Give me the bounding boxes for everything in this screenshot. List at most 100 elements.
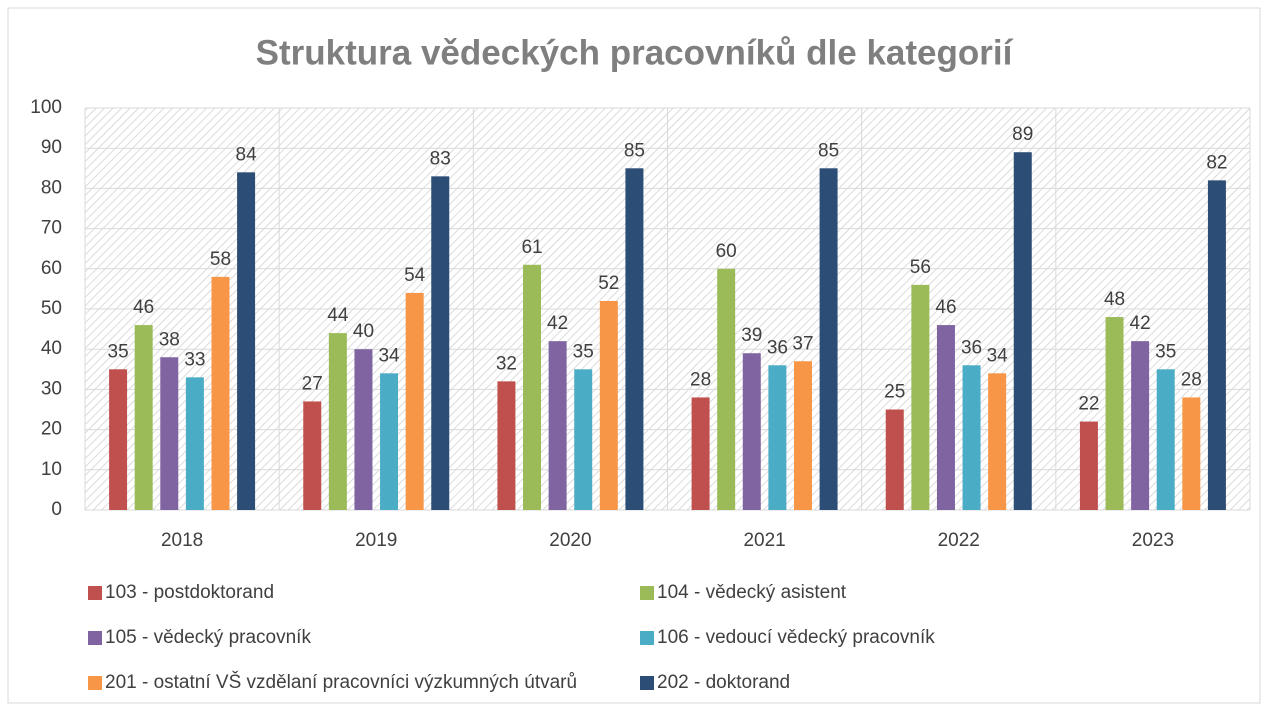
bar bbox=[1079, 421, 1098, 510]
data-label: 58 bbox=[210, 249, 231, 270]
data-label: 89 bbox=[1012, 124, 1033, 145]
bar bbox=[1105, 317, 1124, 510]
data-label: 52 bbox=[598, 273, 619, 294]
bar bbox=[431, 176, 450, 510]
bar bbox=[497, 381, 516, 510]
data-label: 61 bbox=[521, 237, 542, 258]
data-label: 34 bbox=[378, 345, 400, 366]
legend-swatch bbox=[640, 676, 654, 690]
x-tick-label: 2022 bbox=[938, 530, 980, 551]
legend-label: 202 - doktorand bbox=[657, 672, 790, 693]
data-label: 85 bbox=[624, 140, 645, 161]
y-tick-label: 60 bbox=[41, 258, 62, 279]
data-label: 25 bbox=[884, 382, 905, 403]
legend-label: 106 - vedoucí vědecký pracovník bbox=[657, 627, 935, 648]
bar bbox=[1207, 180, 1226, 511]
data-label: 46 bbox=[935, 297, 956, 318]
bar bbox=[911, 284, 930, 510]
data-label: 22 bbox=[1078, 394, 1099, 415]
bar bbox=[211, 276, 230, 510]
bar bbox=[988, 373, 1007, 510]
bar bbox=[1013, 152, 1032, 510]
y-tick-label: 80 bbox=[41, 177, 62, 198]
legend-swatch bbox=[640, 631, 654, 645]
x-tick-label: 2021 bbox=[743, 530, 785, 551]
bar bbox=[237, 172, 256, 510]
data-label: 35 bbox=[1155, 341, 1176, 362]
bar bbox=[885, 409, 904, 510]
data-label: 48 bbox=[1104, 289, 1125, 310]
bar bbox=[523, 264, 542, 510]
bar bbox=[574, 369, 593, 510]
legend-label: 104 - vědecký asistent bbox=[657, 582, 847, 603]
legend-swatch bbox=[88, 631, 102, 645]
y-tick-label: 30 bbox=[41, 378, 62, 399]
data-label: 35 bbox=[573, 341, 594, 362]
bar bbox=[936, 325, 955, 510]
data-label: 34 bbox=[987, 345, 1009, 366]
bar bbox=[1182, 397, 1201, 510]
data-label: 39 bbox=[741, 325, 762, 346]
data-label: 36 bbox=[961, 337, 982, 358]
y-tick-label: 0 bbox=[51, 499, 62, 520]
data-label: 85 bbox=[818, 140, 839, 161]
data-label: 36 bbox=[767, 337, 788, 358]
data-label: 35 bbox=[108, 341, 129, 362]
bar bbox=[185, 377, 204, 510]
data-label: 33 bbox=[184, 349, 205, 370]
bar bbox=[328, 333, 347, 510]
bar bbox=[1131, 341, 1150, 510]
legend-swatch bbox=[88, 586, 102, 600]
data-label: 42 bbox=[547, 313, 568, 334]
data-label: 27 bbox=[302, 373, 323, 394]
x-tick-label: 2020 bbox=[549, 530, 591, 551]
bar bbox=[380, 373, 399, 510]
y-tick-label: 50 bbox=[41, 298, 62, 319]
bar bbox=[691, 397, 710, 510]
bar bbox=[625, 168, 644, 511]
bar bbox=[405, 292, 424, 510]
bar bbox=[548, 341, 567, 510]
data-label: 82 bbox=[1206, 152, 1227, 173]
data-label: 60 bbox=[716, 241, 737, 262]
bar bbox=[599, 300, 618, 510]
data-label: 46 bbox=[133, 297, 154, 318]
data-label: 38 bbox=[159, 329, 180, 350]
bar bbox=[109, 369, 128, 510]
y-tick-label: 90 bbox=[41, 137, 62, 158]
bar bbox=[160, 357, 179, 510]
x-tick-label: 2018 bbox=[161, 530, 203, 551]
data-label: 84 bbox=[236, 144, 258, 165]
data-label: 42 bbox=[1130, 313, 1151, 334]
data-label: 40 bbox=[353, 321, 374, 342]
bar bbox=[717, 268, 736, 510]
legend-label: 103 - postdoktorand bbox=[105, 582, 274, 603]
bar bbox=[134, 325, 153, 510]
legend-swatch bbox=[640, 586, 654, 600]
y-tick-label: 10 bbox=[41, 459, 62, 480]
y-tick-label: 70 bbox=[41, 218, 62, 239]
bar bbox=[768, 365, 787, 510]
legend-swatch bbox=[88, 676, 102, 690]
bar bbox=[354, 349, 373, 510]
bar bbox=[303, 401, 322, 510]
data-label: 44 bbox=[327, 305, 349, 326]
x-tick-label: 2023 bbox=[1132, 530, 1174, 551]
bar bbox=[793, 361, 812, 510]
data-label: 54 bbox=[404, 265, 426, 286]
y-tick-label: 40 bbox=[41, 338, 62, 359]
bar bbox=[742, 353, 761, 510]
data-label: 37 bbox=[792, 333, 813, 354]
data-label: 28 bbox=[690, 369, 711, 390]
legend-label: 105 - vědecký pracovník bbox=[105, 627, 311, 648]
data-label: 56 bbox=[910, 257, 931, 278]
data-label: 83 bbox=[430, 148, 451, 169]
bar bbox=[962, 365, 981, 510]
bar bbox=[819, 168, 838, 511]
legend-label: 201 - ostatní VŠ vzdělaní pracovníci výz… bbox=[105, 671, 577, 693]
y-tick-label: 100 bbox=[30, 97, 62, 118]
y-tick-label: 20 bbox=[41, 419, 62, 440]
bar bbox=[1156, 369, 1175, 510]
data-label: 28 bbox=[1181, 369, 1202, 390]
